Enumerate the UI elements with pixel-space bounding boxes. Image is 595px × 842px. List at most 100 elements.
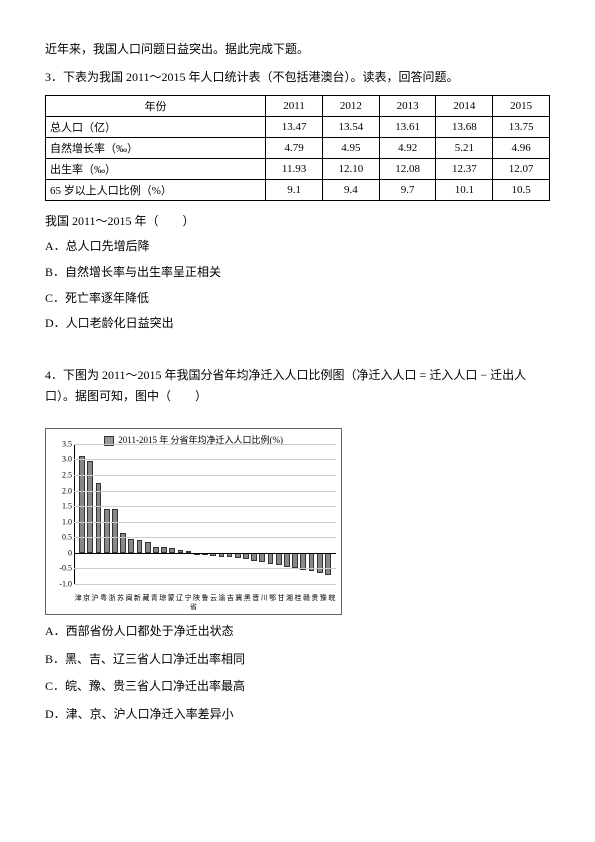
x-tick-label: 赣: [302, 595, 310, 602]
x-tick-label: 甘: [277, 595, 285, 602]
table-header: 年份: [46, 95, 266, 116]
table-cell: 13.47: [266, 116, 323, 137]
option-4b: B．黑、吉、辽三省人口净迁出率相同: [45, 649, 550, 671]
y-tick-label: 0.5: [62, 533, 72, 542]
x-tick-label: 粤: [99, 595, 107, 602]
table-cell: 4.79: [266, 137, 323, 158]
x-tick-label: 宁: [184, 595, 192, 602]
x-tick-label: 藏: [142, 595, 150, 602]
table-header: 2011: [266, 95, 323, 116]
table-row: 65 岁以上人口比例（%）9.19.49.710.110.5: [46, 179, 550, 200]
bar: [259, 553, 265, 562]
bar: [325, 553, 331, 575]
table-cell: 12.10: [322, 158, 379, 179]
x-tick-label: 晋: [252, 595, 260, 602]
y-tick-label: -1.0: [59, 579, 72, 588]
table-cell: 自然增长率（‰）: [46, 137, 266, 158]
bar: [79, 456, 85, 552]
table-cell: 9.4: [322, 179, 379, 200]
bar: [251, 553, 257, 561]
x-tick-label: 皖: [328, 595, 336, 602]
x-tick-label: 青: [150, 595, 158, 602]
option-4d: D．津、京、沪人口净迁入率差异小: [45, 704, 550, 726]
table-cell: 65 岁以上人口比例（%）: [46, 179, 266, 200]
data-table: 年份20112012201320142015总人口（亿）13.4713.5413…: [45, 95, 550, 201]
x-tick-label: 蒙: [167, 595, 175, 602]
x-axis-sublabel: 省: [46, 602, 341, 612]
y-tick-label: 2.5: [62, 471, 72, 480]
x-tick-label: 新: [133, 595, 141, 602]
table-cell: 12.07: [493, 158, 550, 179]
x-tick-label: 苏: [116, 595, 124, 602]
x-tick-label: 渝: [218, 595, 226, 602]
option-3d: D．人口老龄化日益突出: [45, 313, 550, 335]
x-tick-label: 吉: [226, 595, 234, 602]
x-tick-label: 桂: [294, 595, 302, 602]
y-tick-label: 3.0: [62, 455, 72, 464]
table-cell: 出生率（‰）: [46, 158, 266, 179]
table-cell: 11.93: [266, 158, 323, 179]
table-cell: 12.37: [436, 158, 493, 179]
table-cell: 4.92: [379, 137, 436, 158]
x-tick-label: 京: [82, 595, 90, 602]
bar: [276, 553, 282, 565]
x-tick-label: 黑: [243, 595, 251, 602]
table-row: 总人口（亿）13.4713.5413.6113.6813.75: [46, 116, 550, 137]
table-cell: 10.1: [436, 179, 493, 200]
y-tick-label: 2.0: [62, 486, 72, 495]
table-cell: 13.54: [322, 116, 379, 137]
x-tick-label: 鲁: [201, 595, 209, 602]
option-3a: A．总人口先增后降: [45, 236, 550, 258]
intro-text: 近年来，我国人口问题日益突出。据此完成下题。: [45, 40, 550, 59]
table-cell: 5.21: [436, 137, 493, 158]
bar: [96, 483, 102, 553]
bar: [120, 533, 126, 553]
x-tick-label: 鄂: [268, 595, 276, 602]
table-header: 2013: [379, 95, 436, 116]
question-4-stem: 4．下图为 2011～2015 年我国分省年均净迁入人口比例图（净迁入人口 = …: [45, 365, 550, 408]
table-header: 2015: [493, 95, 550, 116]
y-tick-label: 1.5: [62, 502, 72, 511]
question-3-stem: 3．下表为我国 2011～2015 年人口统计表（不包括港澳台）。读表，回答问题…: [45, 67, 550, 89]
bar: [112, 509, 118, 553]
x-tick-label: 辽: [175, 595, 183, 602]
bar: [137, 540, 143, 552]
migration-bar-chart: 2011-2015 年 分省年均净迁入人口比例(%) -1.0-0.500.51…: [45, 428, 342, 615]
bar: [300, 553, 306, 570]
x-tick-label: 浙: [108, 595, 116, 602]
table-header: 2012: [322, 95, 379, 116]
x-tick-label: 贵: [311, 595, 319, 602]
table-header: 2014: [436, 95, 493, 116]
y-tick-label: 1.0: [62, 517, 72, 526]
x-tick-label: 云: [209, 595, 217, 602]
y-tick-label: 0: [68, 548, 72, 557]
table-cell: 10.5: [493, 179, 550, 200]
bar: [128, 539, 134, 553]
table-row: 出生率（‰）11.9312.1012.0812.3712.07: [46, 158, 550, 179]
bar: [145, 542, 151, 553]
bar: [317, 553, 323, 573]
x-tick-label: 冀: [235, 595, 243, 602]
option-3b: B．自然增长率与出生率呈正相关: [45, 262, 550, 284]
x-tick-label: 豫: [319, 595, 327, 602]
bar: [284, 553, 290, 567]
option-3c: C．死亡率逐年降低: [45, 288, 550, 310]
table-cell: 4.96: [493, 137, 550, 158]
table-cell: 9.1: [266, 179, 323, 200]
question-3-tail: 我国 2011～2015 年（ ）: [45, 211, 550, 233]
x-tick-label: 津: [74, 595, 82, 602]
x-tick-label: 湘: [285, 595, 293, 602]
x-tick-label: 琼: [159, 595, 167, 602]
x-tick-label: 川: [260, 595, 268, 602]
option-4c: C．皖、豫、贵三省人口净迁出率最高: [45, 676, 550, 698]
table-cell: 总人口（亿）: [46, 116, 266, 137]
table-cell: 4.95: [322, 137, 379, 158]
table-cell: 12.08: [379, 158, 436, 179]
x-tick-label: 闽: [125, 595, 133, 602]
bar: [292, 553, 298, 569]
table-cell: 13.75: [493, 116, 550, 137]
bar: [104, 509, 110, 553]
table-row: 自然增长率（‰）4.794.954.925.214.96: [46, 137, 550, 158]
bar: [268, 553, 274, 564]
x-tick-label: 沪: [91, 595, 99, 602]
